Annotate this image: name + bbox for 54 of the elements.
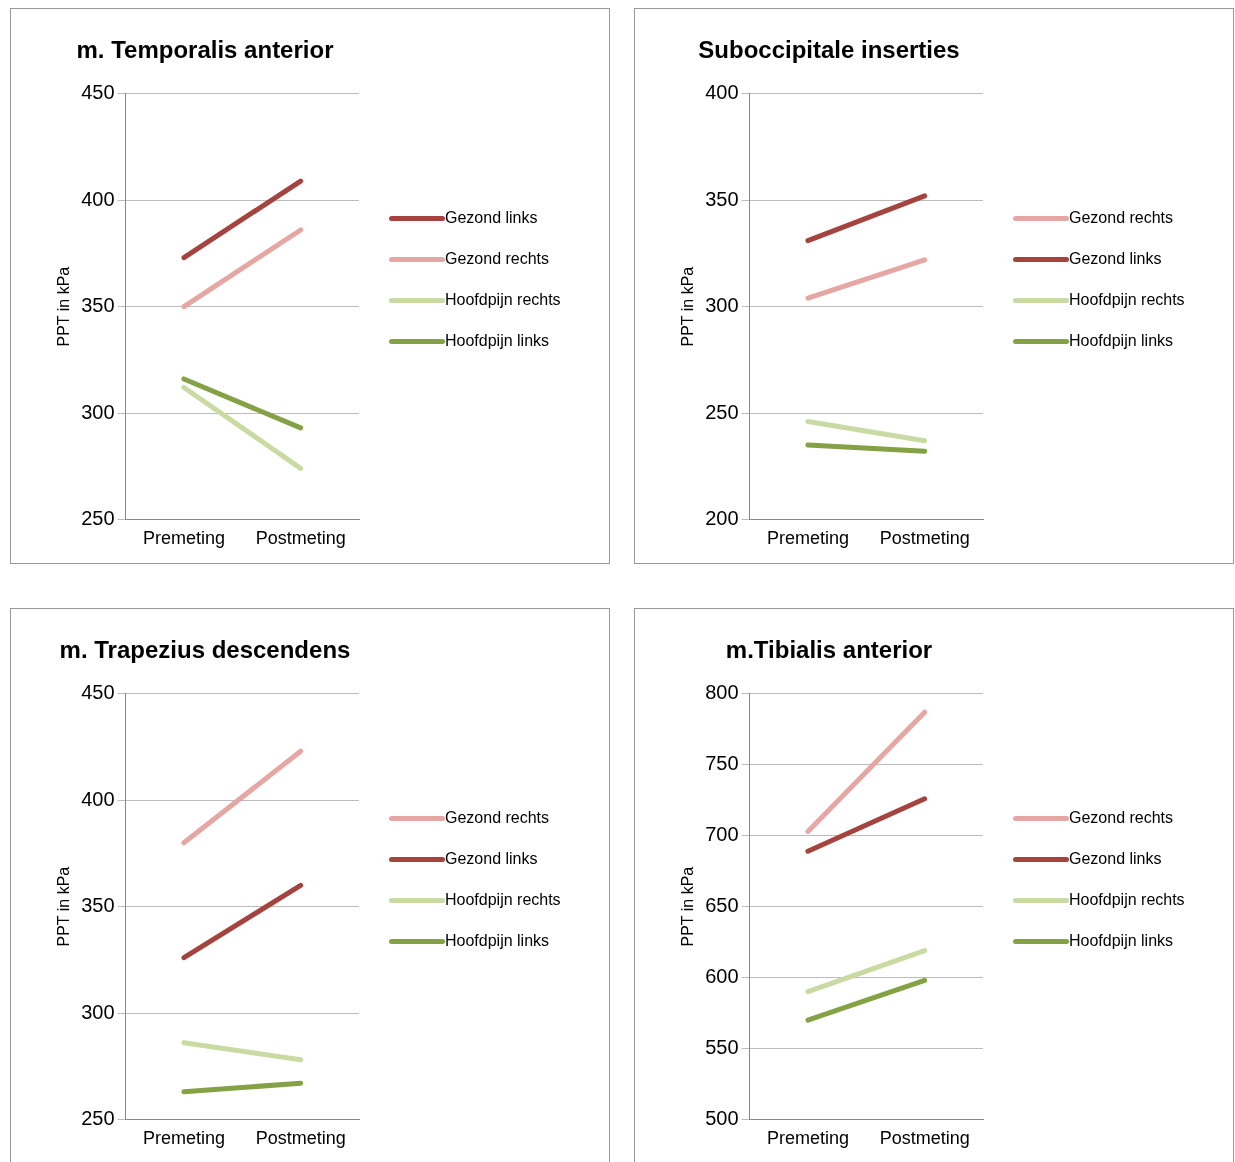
legend-label: Gezond rechts [1069,809,1174,827]
legend-label: Gezond links [1069,850,1162,868]
y-tick-label: 350 [81,894,115,917]
x-tick-label: Postmeting [879,528,970,549]
x-tick-label: Postmeting [255,1128,346,1149]
y-tick-label: 300 [705,294,739,317]
y-axis-title: PPT in kPa [679,866,697,947]
legend-label: Hoofdpijn links [445,332,550,350]
legend-label: Hoofdpijn rechts [445,891,561,909]
y-tick-label: 750 [705,752,739,775]
legend-label: Gezond rechts [445,250,550,268]
y-tick-label: 350 [81,294,115,317]
legend-label: Hoofdpijn rechts [1069,291,1185,309]
legend-label: Gezond links [445,209,538,227]
y-tick-label: 200 [705,506,739,529]
y-tick-label: 300 [81,1000,115,1023]
legend-label: Gezond links [1069,250,1162,268]
y-tick-label: 250 [81,506,115,529]
legend-label: Hoofdpijn links [1069,932,1174,950]
legend-label: Hoofdpijn rechts [1069,891,1185,909]
y-tick-label: 450 [81,81,115,104]
chart-title: m. Trapezius descendens [59,636,351,664]
chart-title: m. Temporalis anterior [76,36,334,64]
x-tick-label: Premeting [142,528,225,549]
legend-label: Gezond links [445,850,538,868]
y-tick-label: 450 [81,681,115,704]
x-tick-label: Premeting [766,1128,849,1149]
y-tick-label: 700 [705,823,739,846]
y-tick-label: 250 [81,1106,115,1129]
y-axis-title: PPT in kPa [55,866,73,947]
legend-label: Hoofdpijn links [445,932,550,950]
y-tick-label: 800 [705,681,739,704]
x-tick-label: Postmeting [255,528,346,549]
y-tick-label: 400 [705,81,739,104]
legend-label: Gezond rechts [1069,209,1174,227]
y-tick-label: 350 [705,187,739,210]
y-tick-label: 400 [81,187,115,210]
y-axis-title: PPT in kPa [679,266,697,347]
y-tick-label: 600 [705,965,739,988]
y-tick-label: 650 [705,894,739,917]
chart-title: m.Tibialis anterior [725,636,933,664]
y-tick-label: 550 [705,1035,739,1058]
x-tick-label: Postmeting [879,1128,970,1149]
legend-label: Hoofdpijn rechts [445,291,561,309]
legend-label: Gezond rechts [445,809,550,827]
y-axis-title: PPT in kPa [55,266,73,347]
y-tick-label: 500 [705,1106,739,1129]
x-tick-label: Premeting [766,528,849,549]
legend-label: Hoofdpijn links [1069,332,1174,350]
y-tick-label: 250 [705,400,739,423]
x-tick-label: Premeting [142,1128,225,1149]
y-tick-label: 300 [81,400,115,423]
chart-title: Suboccipitale inserties [698,36,960,64]
y-tick-label: 400 [81,787,115,810]
